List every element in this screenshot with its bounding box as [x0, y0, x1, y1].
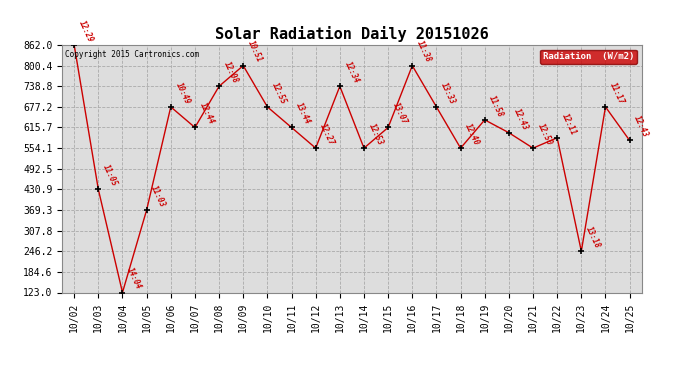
- Text: 11:38: 11:38: [415, 39, 433, 64]
- Text: 12:53: 12:53: [367, 122, 385, 147]
- Text: 12:55: 12:55: [270, 81, 288, 105]
- Text: 11:17: 11:17: [609, 81, 627, 105]
- Text: 13:18: 13:18: [584, 225, 602, 250]
- Text: 11:58: 11:58: [488, 94, 506, 118]
- Text: 12:43: 12:43: [633, 114, 651, 139]
- Title: Solar Radiation Daily 20151026: Solar Radiation Daily 20151026: [215, 27, 489, 42]
- Text: 13:33: 13:33: [440, 81, 457, 105]
- Text: 10:51: 10:51: [246, 39, 264, 64]
- Text: 12:11: 12:11: [560, 112, 578, 136]
- Text: 12:43: 12:43: [512, 106, 530, 131]
- Legend: Radiation  (W/m2): Radiation (W/m2): [540, 50, 637, 64]
- Text: 14:04: 14:04: [126, 266, 144, 291]
- Text: 12:50: 12:50: [536, 122, 554, 147]
- Text: 12:44: 12:44: [198, 101, 216, 126]
- Text: 11:03: 11:03: [150, 184, 168, 209]
- Text: 13:44: 13:44: [295, 101, 313, 126]
- Text: 12:34: 12:34: [343, 60, 361, 85]
- Text: 12:29: 12:29: [77, 19, 95, 44]
- Text: 11:05: 11:05: [101, 163, 119, 188]
- Text: Copyright 2015 Cartronics.com: Copyright 2015 Cartronics.com: [65, 50, 199, 59]
- Text: 13:07: 13:07: [391, 101, 409, 126]
- Text: 12:27: 12:27: [319, 122, 337, 147]
- Text: 12:40: 12:40: [464, 122, 482, 147]
- Text: 12:08: 12:08: [222, 60, 240, 85]
- Text: 10:49: 10:49: [174, 81, 192, 105]
